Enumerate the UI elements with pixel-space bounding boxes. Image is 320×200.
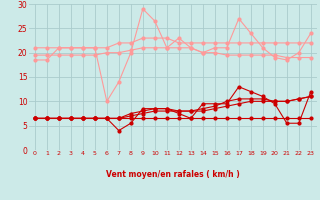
X-axis label: Vent moyen/en rafales ( km/h ): Vent moyen/en rafales ( km/h )	[106, 170, 240, 179]
